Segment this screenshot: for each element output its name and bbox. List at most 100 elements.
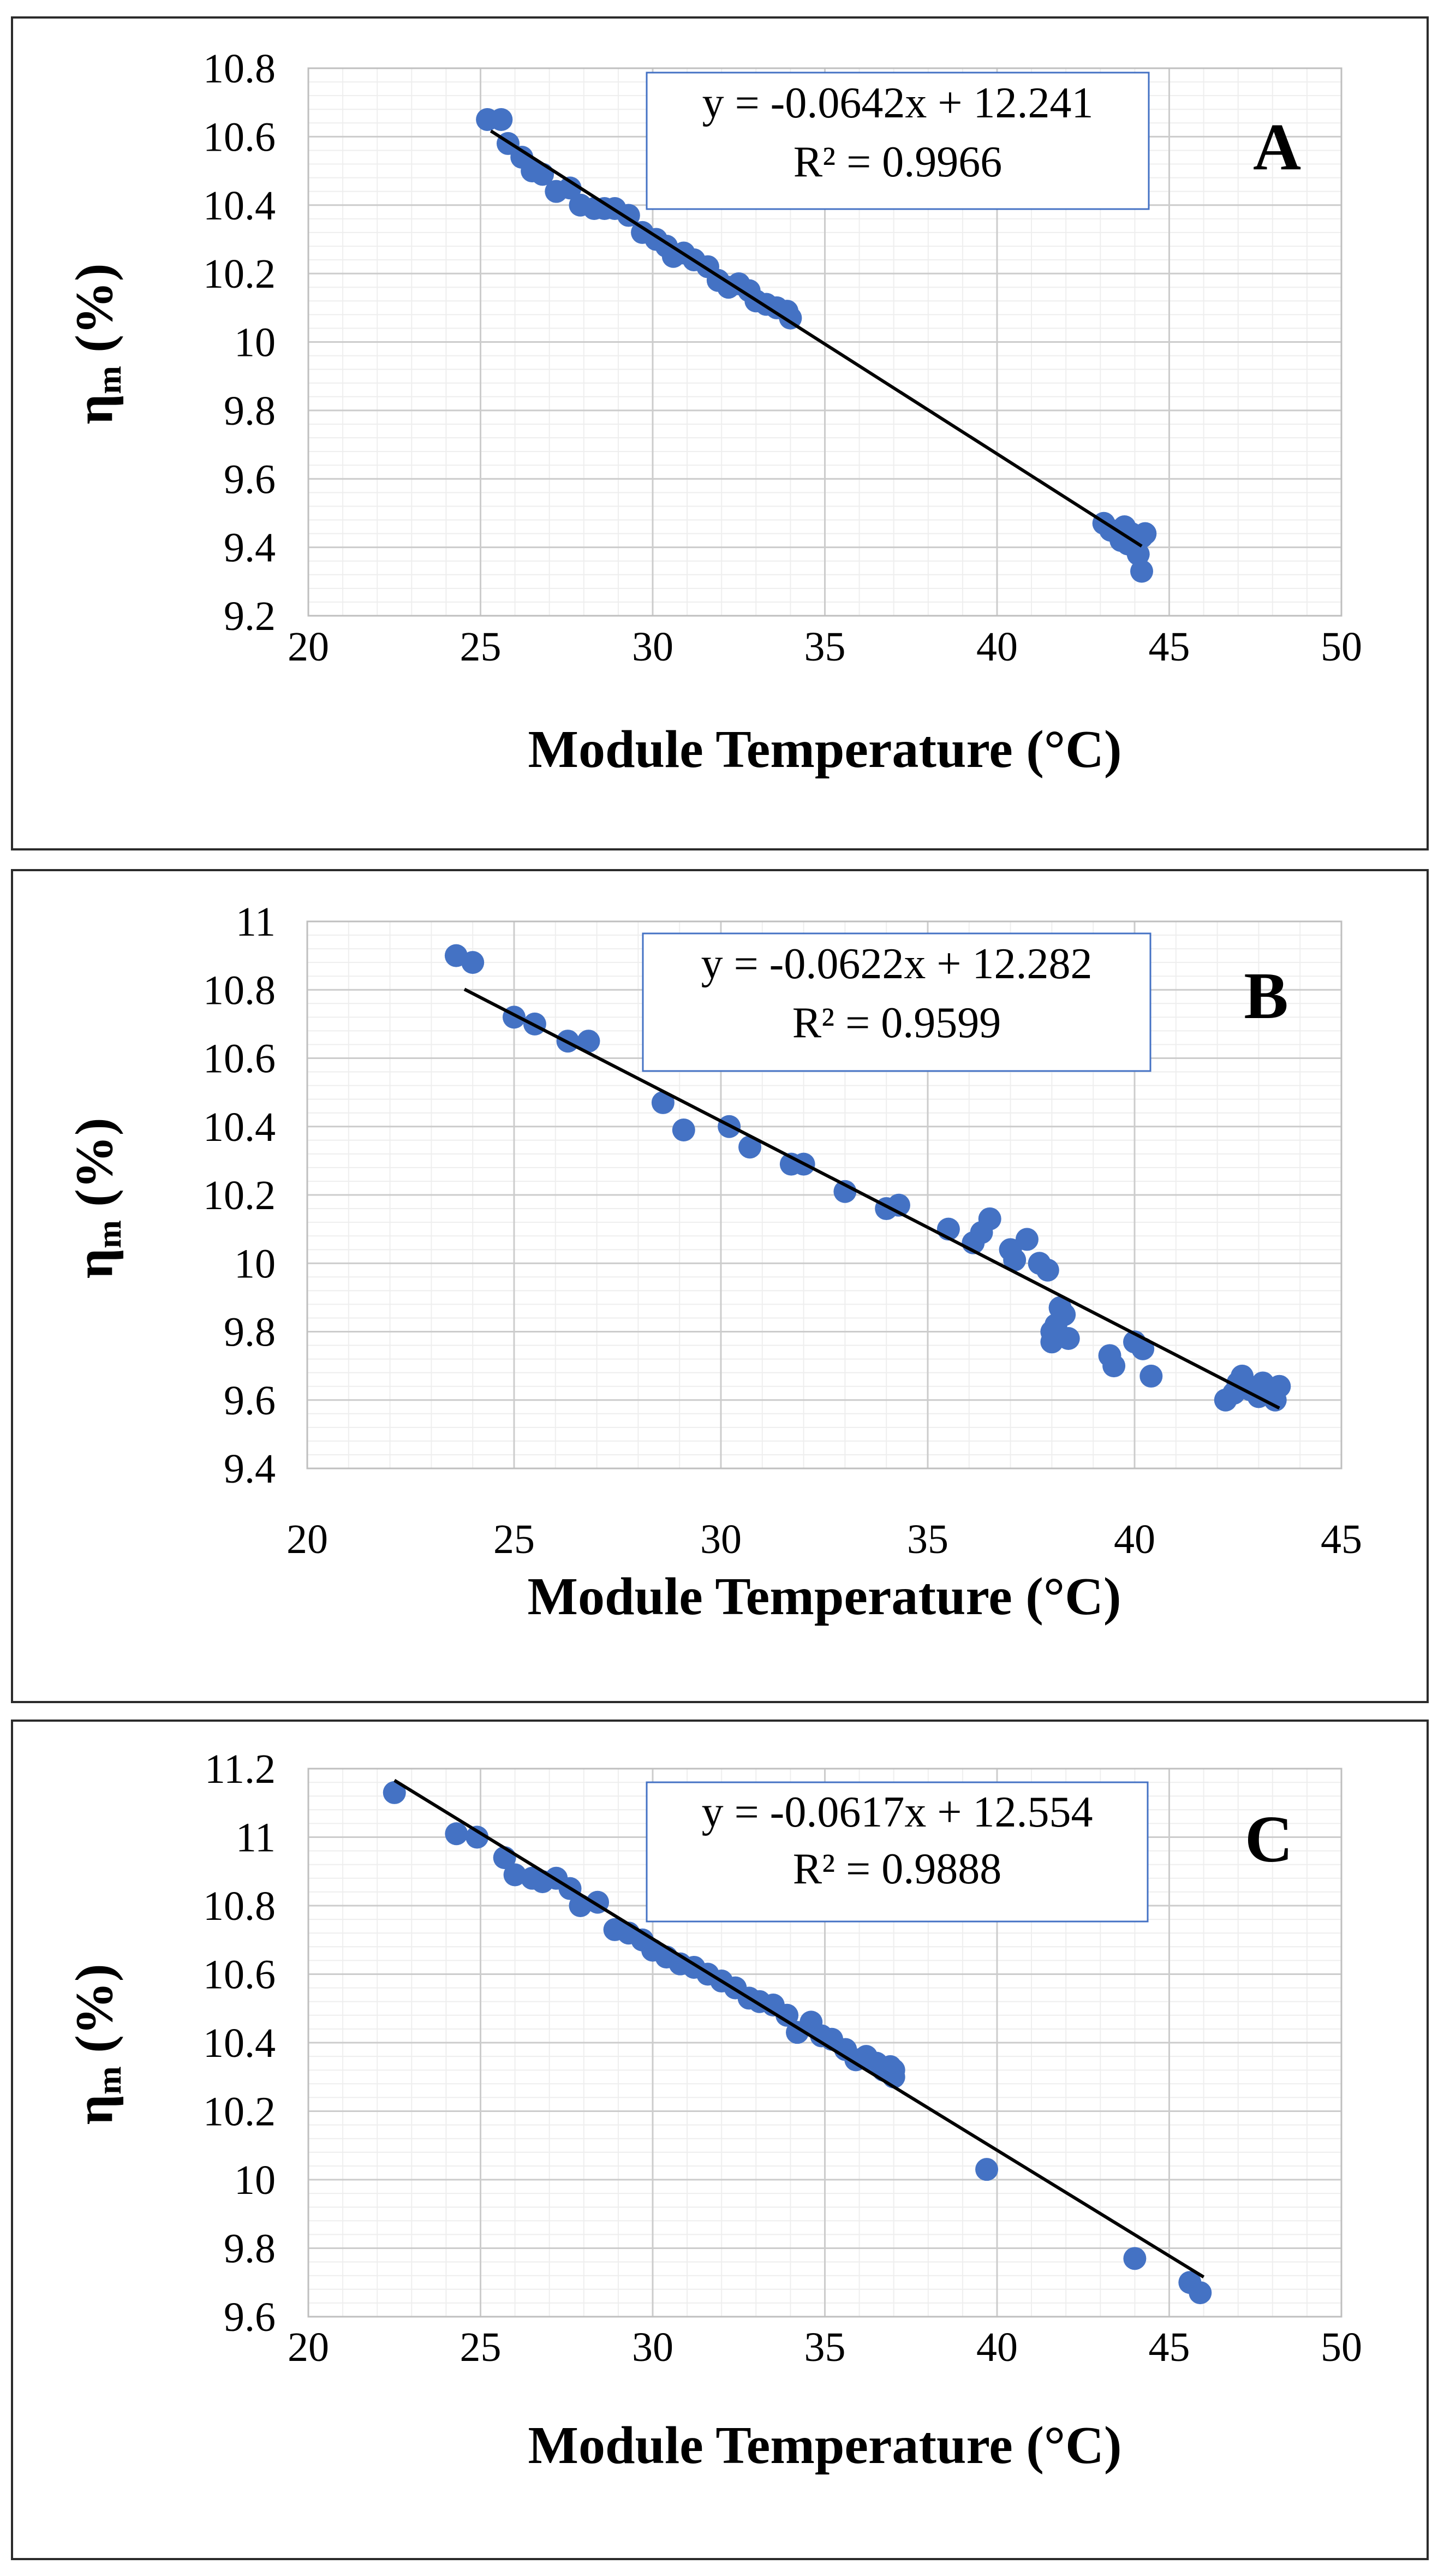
y-axis-title: ηm (%) [65, 263, 128, 424]
x-tick-label: 45 [1321, 1516, 1362, 1562]
data-point [558, 176, 582, 200]
x-tick-label: 25 [493, 1516, 535, 1562]
x-tick-label: 40 [976, 2324, 1018, 2370]
x-axis-title-text: Module Temperature [528, 720, 1026, 779]
x-tick-label: 30 [632, 2324, 673, 2370]
data-point [1003, 1248, 1027, 1271]
data-point [1036, 1258, 1059, 1282]
y-tick-label: 10.2 [203, 251, 276, 297]
data-point [383, 1781, 406, 1804]
data-point [466, 1825, 489, 1849]
data-point [1057, 1327, 1080, 1351]
y-tick-label: 10.6 [203, 1036, 276, 1082]
y-axis-title-subscript: m [91, 366, 128, 394]
x-tick-label: 45 [1149, 2324, 1190, 2370]
y-axis-title-subscript: m [91, 1220, 128, 1248]
equation-box [642, 932, 1151, 1072]
data-point [1268, 1375, 1291, 1398]
y-tick-label: 11 [236, 899, 276, 945]
trendline-equation: y = -0.0622x + 12.282 [701, 940, 1093, 988]
y-axis-title-symbol: η [65, 394, 124, 425]
equation-box [646, 72, 1150, 210]
equation-box [646, 1781, 1149, 1923]
panel-label: A [1253, 110, 1301, 184]
data-point [490, 108, 513, 132]
y-tick-label: 10.8 [203, 46, 276, 92]
data-point [461, 951, 485, 974]
y-axis-title-subscript: m [91, 2066, 128, 2095]
trendline [490, 129, 1143, 548]
data-point [775, 2003, 799, 2027]
y-tick-label: 10.2 [203, 2089, 276, 2135]
x-axis-title-text: Module Temperature [528, 2416, 1026, 2475]
y-axis-title-unit: (%) [65, 1964, 124, 2066]
data-point [503, 1863, 527, 1887]
y-tick-label: 11.2 [205, 1746, 276, 1792]
y-tick-label: 11 [236, 1815, 276, 1861]
x-tick-label: 50 [1321, 624, 1362, 670]
chart-c: 20 25 30 35 40 45 50 9.6 9.8 10 10.2 10.4 10.6 10.8 11… [65, 1746, 1362, 2475]
x-tick-label: 35 [804, 2324, 846, 2370]
data-point [577, 1030, 600, 1053]
x-axis-title: Module Temperature (°C) [528, 720, 1121, 779]
x-axis-title-unit: (°C) [1026, 2416, 1121, 2475]
gridlines [306, 920, 1342, 1470]
x-axis-title: Module Temperature (°C) [528, 2416, 1121, 2475]
x-tick-label: 20 [288, 2324, 329, 2370]
x-tick-label: 20 [287, 1516, 328, 1562]
y-tick-label: 9.6 [224, 2294, 276, 2340]
x-tick-label: 30 [632, 624, 673, 670]
x-tick-label: 25 [460, 2324, 502, 2370]
plot-area-border [307, 1768, 1342, 2318]
y-tick-label: 10.8 [203, 1883, 276, 1929]
data-point [1139, 1364, 1163, 1388]
data-point [1053, 1303, 1076, 1326]
y-tick-label: 10.4 [203, 1104, 276, 1150]
y-axis-title-symbol: η [65, 2095, 124, 2125]
y-tick-label: 10.8 [203, 967, 276, 1013]
data-point [1130, 560, 1154, 583]
trendline [463, 987, 1280, 1410]
y-tick-label: 10.6 [203, 114, 276, 160]
plot-area-border [306, 920, 1342, 1470]
data-point [445, 1822, 468, 1846]
panel-label: B [1244, 959, 1288, 1033]
data-point [1102, 1354, 1126, 1378]
data-point [975, 2158, 999, 2181]
y-axis-title-unit: (%) [65, 1117, 124, 1220]
r-squared-value: R² = 0.9966 [793, 138, 1002, 186]
y-axis-title-unit: (%) [65, 263, 124, 366]
x-tick-label: 30 [700, 1516, 742, 1562]
trendline-equation: y = -0.0617x + 12.554 [702, 1788, 1093, 1836]
y-tick-label: 10.2 [203, 1173, 276, 1218]
y-tick-label: 9.6 [224, 1378, 276, 1424]
y-axis-title: ηm (%) [65, 1964, 128, 2125]
r-squared-value: R² = 0.9599 [792, 999, 1001, 1047]
y-tick-label: 9.8 [224, 388, 276, 434]
y-axis-title-symbol: η [65, 1248, 124, 1279]
data-point [882, 2059, 905, 2082]
x-tick-label: 40 [1114, 1516, 1155, 1562]
chart-a: 20 25 30 35 40 45 50 9.2 9.4 9.6 9.8 10 10.2 10.4 10.6… [65, 46, 1362, 779]
y-tick-label: 9.8 [224, 1310, 276, 1355]
y-tick-label: 10.4 [203, 2020, 276, 2066]
y-axis-title: ηm (%) [65, 1117, 128, 1278]
r-squared-value: R² = 0.9888 [793, 1845, 1001, 1893]
x-tick-label: 45 [1149, 624, 1190, 670]
data-point [1189, 2281, 1212, 2305]
x-tick-label: 25 [460, 624, 502, 670]
data-point [1015, 1228, 1039, 1251]
data-point [651, 1091, 675, 1114]
y-tick-label: 10.6 [203, 1952, 276, 1998]
y-tick-label: 9.4 [224, 525, 276, 571]
y-tick-label: 10 [234, 2157, 276, 2203]
y-tick-label: 9.4 [224, 1446, 276, 1492]
chart-b: 20 25 30 35 40 45 9.4 9.6 9.8 10 10.2 10.4 10.6 10.8 1… [65, 899, 1362, 1626]
y-tick-label: 10.4 [203, 183, 276, 229]
data-points [383, 1781, 1212, 2305]
y-tick-label: 10 [234, 320, 276, 366]
y-tick-label: 10 [234, 1241, 276, 1287]
data-point [779, 306, 802, 330]
x-tick-label: 20 [288, 624, 329, 670]
